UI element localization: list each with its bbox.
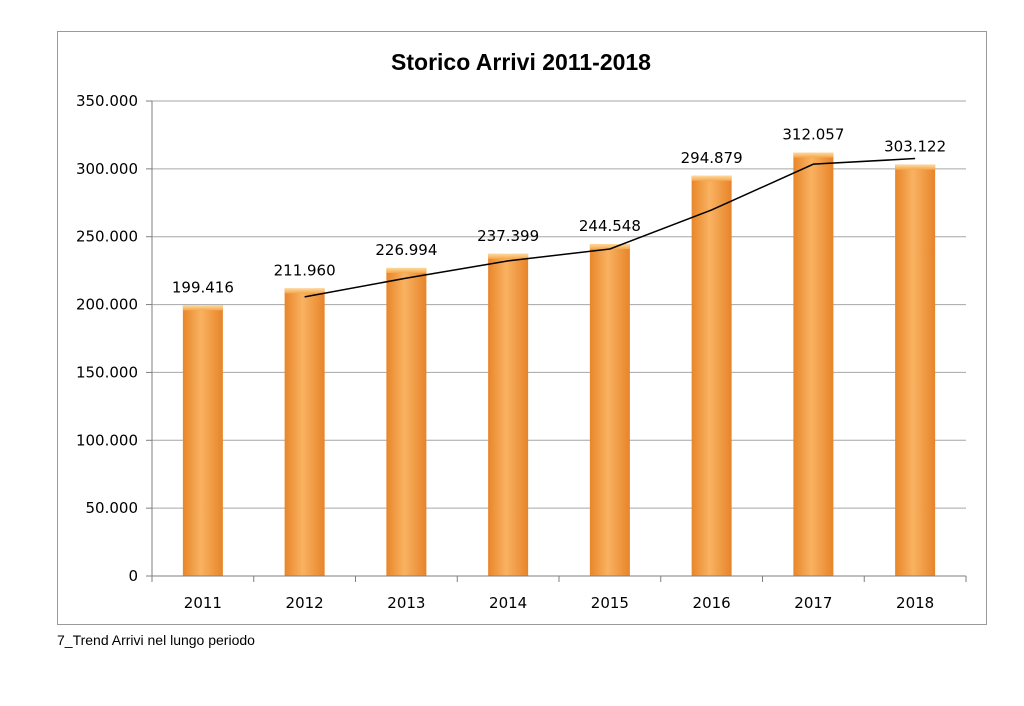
- y-tick-label: 300.000: [76, 160, 138, 178]
- y-tick-label: 200.000: [76, 296, 138, 314]
- label-layer: 199.416 211.960 226.994 237.399 244.548 294.8…: [172, 125, 946, 296]
- trend-line: [304, 157, 916, 298]
- y-tick-label: 250.000: [76, 228, 138, 246]
- x-tick-label: 2018: [896, 594, 934, 612]
- x-tick-label: 2014: [489, 594, 527, 612]
- bar-top-highlight: [589, 244, 630, 250]
- bar-top-highlight: [182, 305, 223, 311]
- x-tick-label: 2017: [794, 594, 832, 612]
- chart-title: Storico Arrivi 2011-2018: [391, 49, 651, 75]
- y-tick-label: 100.000: [76, 431, 138, 449]
- bar: [284, 288, 325, 576]
- bar: [182, 305, 223, 576]
- data-label: 244.548: [579, 217, 641, 235]
- axis-layer: 0 50.000 100.000 150.000 200.000 250.000 300.0…: [76, 92, 967, 612]
- bar: [386, 267, 427, 576]
- bar-top-highlight: [284, 288, 325, 294]
- x-tick-label: 2013: [387, 594, 425, 612]
- bar: [589, 244, 630, 576]
- bar-top-highlight: [488, 253, 529, 259]
- bar-top-highlight: [386, 267, 427, 273]
- trend-layer: [304, 157, 916, 298]
- y-tick-label: 350.000: [76, 92, 138, 110]
- bar: [488, 253, 529, 576]
- bar-top-highlight: [793, 152, 834, 158]
- bar: [895, 164, 936, 576]
- x-tick-label: 2016: [693, 594, 731, 612]
- y-tick-label: 150.000: [76, 363, 138, 381]
- bar: [793, 152, 834, 576]
- x-tick-label: 2015: [591, 594, 629, 612]
- x-tick-label: 2011: [184, 594, 222, 612]
- data-label: 226.994: [375, 241, 437, 259]
- bar: [691, 175, 732, 576]
- data-label: 211.960: [274, 261, 336, 279]
- bar-top-highlight: [691, 175, 732, 181]
- x-tick-label: 2012: [286, 594, 324, 612]
- figure-caption: 7_Trend Arrivi nel lungo periodo: [57, 632, 255, 648]
- data-label: 312.057: [782, 125, 844, 143]
- y-tick-label: 50.000: [86, 499, 139, 517]
- data-label: 294.879: [681, 149, 743, 167]
- bar-layer: [182, 152, 936, 576]
- y-tick-label: 0: [128, 567, 138, 585]
- data-label: 199.416: [172, 278, 234, 296]
- data-label: 303.122: [884, 138, 946, 156]
- bar-top-highlight: [895, 164, 936, 170]
- data-label: 237.399: [477, 227, 539, 245]
